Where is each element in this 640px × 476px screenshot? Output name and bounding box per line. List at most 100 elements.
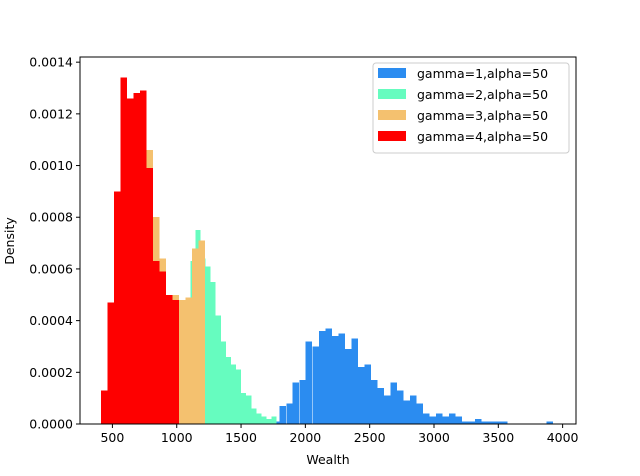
histogram-bar [344,349,352,424]
histogram-bar [152,261,160,424]
histogram-bar [305,341,313,424]
histogram-bar [256,413,262,424]
histogram-bar [357,367,365,424]
histogram-bar [338,333,345,424]
histogram-bar [185,297,192,424]
histogram-bar [494,421,502,424]
histogram-bar [251,408,257,424]
histogram-bar [429,416,436,424]
legend-swatch [378,131,406,141]
histogram-bar [474,418,482,424]
histogram-bar [271,416,277,424]
histogram-bar [210,281,216,424]
histogram-bar [107,302,114,424]
y-tick-label: 0.0006 [29,261,73,276]
histogram-bar [390,382,397,424]
histogram-bar [100,390,108,424]
x-axis-label: Wealth [306,452,349,467]
histogram-bar [215,315,221,424]
legend-label: gamma=4,alpha=50 [417,129,548,144]
series-4-bars [100,77,179,425]
y-tick-label: 0.0004 [29,313,73,328]
histogram-bar [126,98,134,424]
x-tick-label: 1500 [225,430,257,445]
x-tick-label: 3500 [482,430,514,445]
histogram-bar [442,416,449,424]
y-tick-label: 0.0002 [29,365,73,380]
histogram-bar [172,299,179,424]
y-axis: 0.0000 0.0002 0.0004 0.0006 0.0008 0.0010 0.00… [29,55,80,432]
x-tick-label: 2000 [289,430,321,445]
x-tick-label: 500 [100,430,124,445]
histogram-bar [318,330,326,424]
histogram-bar [292,382,300,424]
histogram-bar [120,77,127,425]
histogram-bar [449,413,456,424]
histogram-bar [331,336,339,424]
histogram-bar [383,395,391,424]
histogram-bar [225,356,231,424]
y-tick-label: 0.0000 [29,417,73,432]
histogram-bar [205,266,211,424]
histogram-bar [192,248,199,424]
legend-label: gamma=3,alpha=50 [417,108,548,123]
histogram-bar [236,369,242,424]
legend: gamma=1,alpha=50 gamma=2,alpha=50 gamma=3,… [372,62,570,154]
x-tick-label: 4000 [547,430,579,445]
histogram-bar [299,380,306,424]
x-tick-label: 3000 [418,430,450,445]
y-tick-label: 0.0008 [29,210,73,225]
histogram-bar [416,403,423,424]
y-axis-label: Density [2,217,17,265]
y-tick-label: 0.0010 [29,158,73,173]
histogram-bar [351,338,358,424]
x-axis: 500 1000 1500 2000 2500 3000 3500 4000 [100,424,579,445]
histogram-bar [468,421,476,424]
legend-swatch [378,89,406,99]
histogram-bar [198,240,205,424]
histogram-bar [146,168,153,424]
histogram-bar [165,294,173,424]
histogram-bar [409,395,417,424]
histogram-bar [113,191,121,424]
x-tick-label: 1000 [161,430,193,445]
histogram-bar [312,346,319,424]
histogram-bar [396,390,404,424]
histogram-bar [364,364,371,424]
histogram-bar [241,392,247,424]
histogram-bar [488,421,495,424]
histogram-bar [286,403,293,424]
histogram-bar [422,413,430,424]
plot-area [100,77,554,425]
histogram-bar [461,421,469,424]
histogram-bar [481,421,489,424]
legend-label: gamma=1,alpha=50 [417,66,548,81]
x-tick-label: 2500 [354,430,386,445]
histogram-bar [266,418,272,424]
histogram-bar [370,380,378,424]
histogram-bar [436,413,443,424]
histogram-bar [159,271,166,424]
histogram-bar [261,416,267,424]
legend-box [372,62,570,154]
histogram-bar [230,364,236,424]
histogram-bar [279,405,287,424]
axes-frame [79,56,577,425]
y-tick-label: 0.0012 [29,106,73,121]
histogram-bar [377,387,384,424]
histogram-bar [546,421,554,424]
series-1-bars [266,328,554,424]
histogram-bar [501,421,508,424]
legend-swatch [378,110,406,120]
histogram-bar [133,93,140,425]
legend-label: gamma=2,alpha=50 [417,87,548,102]
histogram-bar [179,299,186,424]
histogram-bar [139,90,147,424]
histogram-bar [403,400,410,424]
histogram-bar [246,395,252,424]
y-tick-label: 0.0014 [29,55,73,70]
histogram-bar [220,341,226,424]
histogram-bar [325,328,332,424]
